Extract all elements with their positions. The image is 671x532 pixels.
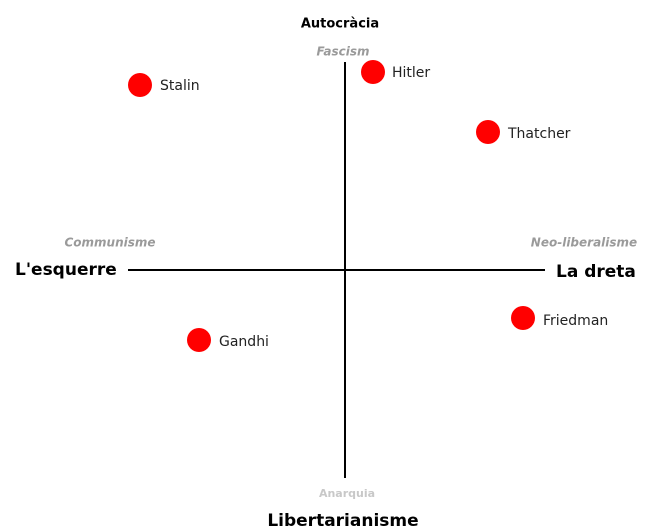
person-label: Gandhi: [219, 334, 269, 350]
person-label: Friedman: [543, 313, 608, 329]
right-pole: La dreta: [556, 262, 636, 282]
person-dot: [128, 73, 152, 97]
left-pole: L'esquerre: [15, 260, 117, 280]
person-dot: [361, 60, 385, 84]
bottom-ideology: Anarquia: [319, 487, 375, 500]
top-ideology: Fascism: [317, 45, 370, 59]
person-dot: [511, 306, 535, 330]
left-ideology: Communisme: [64, 236, 155, 250]
right-ideology: Neo-liberalisme: [531, 236, 637, 250]
person-label: Stalin: [160, 78, 200, 94]
person-dot: [187, 328, 211, 352]
person-dot: [476, 120, 500, 144]
person-label: Hitler: [392, 65, 430, 81]
top-pole: Autocràcia: [301, 17, 379, 32]
bottom-pole: Libertarianisme: [267, 511, 418, 531]
person-label: Thatcher: [507, 126, 571, 142]
